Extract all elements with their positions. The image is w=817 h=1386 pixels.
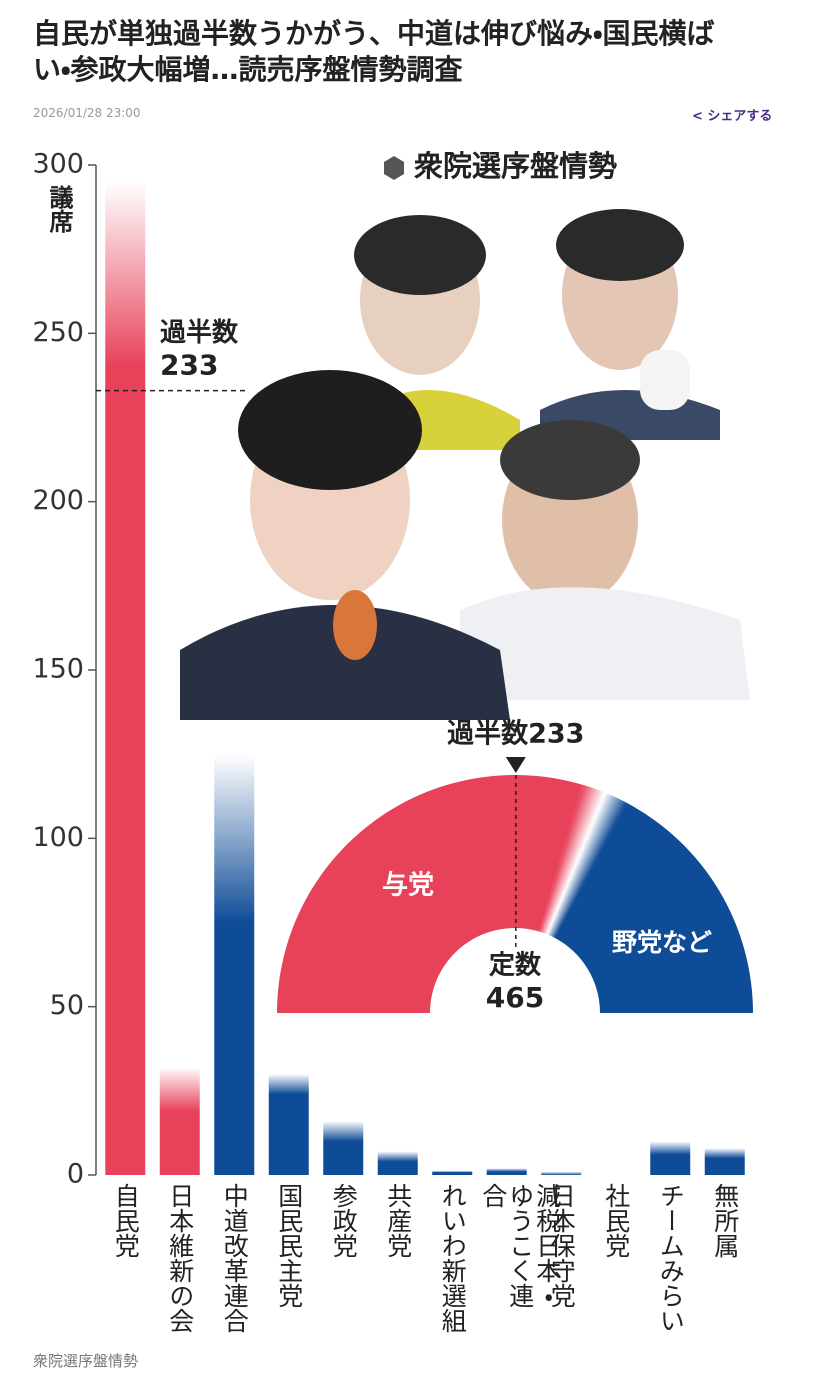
article-title: 自民が単独過半数うかがう、中道は伸び悩み・国民横ばい・参政大幅増…読売序盤情勢調… <box>33 17 715 86</box>
majority-label: 過半数 <box>160 318 239 348</box>
y-tick-label: 50 <box>50 990 84 1021</box>
bar <box>214 754 255 1175</box>
x-tick-label: 共産党 <box>383 1183 413 1258</box>
semicircle-majority-label: 過半数233 <box>447 719 584 750</box>
y-tick-label: 250 <box>32 317 84 348</box>
share-button[interactable]: < シェアする <box>692 105 772 124</box>
y-tick-label: 200 <box>32 485 84 516</box>
range-wedge <box>554 802 628 939</box>
bar <box>268 1074 309 1175</box>
bar <box>105 181 146 1176</box>
y-tick-label: 0 <box>67 1159 84 1190</box>
x-tick-label: 中道改革連合 <box>220 1183 250 1333</box>
x-tick-label: 日本維新の会 <box>165 1183 195 1333</box>
y-tick-label: 300 <box>32 149 84 180</box>
share-label[interactable]: シェアする <box>707 109 773 124</box>
cube-icon <box>384 156 404 180</box>
bar <box>650 1141 691 1175</box>
x-tick-label: 参政党 <box>329 1183 359 1258</box>
x-tick-label: 無所属 <box>710 1183 740 1258</box>
x-tick-label: 減税日本・ゆうこく連合 <box>478 1183 562 1308</box>
bar <box>541 1171 582 1175</box>
x-tick-label: チームみらい <box>656 1183 686 1333</box>
x-tick-label: 社民党 <box>601 1183 631 1258</box>
majority-pointer <box>505 757 526 774</box>
bar <box>159 1067 200 1175</box>
opposition-wedge <box>554 802 753 1013</box>
bar <box>432 1171 473 1175</box>
bar <box>486 1168 527 1175</box>
y-tick-label: 100 <box>32 822 84 853</box>
x-tick-label: 自民党 <box>111 1183 141 1258</box>
ruling-wedge <box>277 775 583 1013</box>
bar <box>704 1148 745 1175</box>
opposition-label: 野党など <box>612 928 712 957</box>
infographic-title: 衆院選序盤情勢 <box>414 149 617 183</box>
ruling-label: 与党 <box>382 870 434 901</box>
photo-placeholder <box>180 209 750 720</box>
x-tick-label: 国民民主党 <box>274 1183 304 1308</box>
y-tick-label: 150 <box>32 654 84 685</box>
article-date: 2026/01/28 23:00 <box>33 106 141 120</box>
x-tick-label: れいわ新選組 <box>438 1183 468 1333</box>
bar <box>377 1151 418 1175</box>
majority-value: 233 <box>160 349 218 382</box>
share-icon: < <box>692 109 708 124</box>
bar <box>323 1121 364 1175</box>
caption: 衆院選序盤情勢 <box>33 1352 139 1370</box>
y-axis-label: 議席 <box>45 184 73 234</box>
total-value: 465 <box>486 981 544 1014</box>
total-label: 定数 <box>489 951 542 981</box>
x-tick-label: 日本保守党 <box>547 1183 577 1308</box>
